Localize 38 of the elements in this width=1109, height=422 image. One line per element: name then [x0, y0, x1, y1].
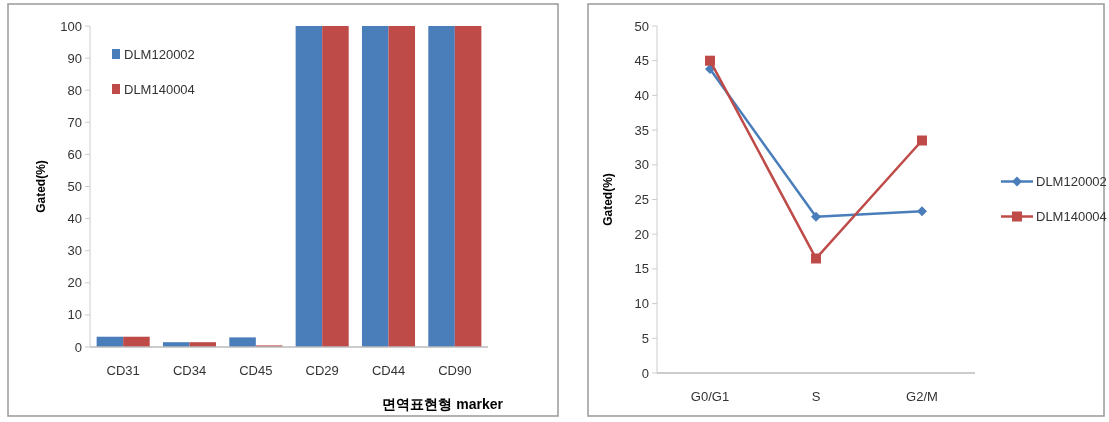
legend-label: DLM120002	[1036, 174, 1107, 189]
y-tick-label: 0	[641, 365, 649, 381]
y-tick-label: 20	[67, 275, 82, 291]
x-axis-title: 면역표현형 marker	[382, 396, 504, 412]
x-tick-label: CD34	[172, 363, 207, 378]
legend-label: DLM120002	[124, 46, 195, 62]
y-tick-label: 80	[67, 82, 82, 98]
legend-label: DLM140004	[124, 81, 195, 97]
x-tick-label: G0/G1	[690, 389, 730, 404]
y-tick-label: 10	[67, 307, 82, 323]
x-tick-label: G2/M	[906, 389, 938, 404]
y-tick-label: 45	[634, 53, 649, 69]
y-tick-label: 25	[634, 192, 649, 207]
x-tick-label: S	[811, 389, 821, 404]
y-tick-label: 0	[74, 339, 82, 355]
x-tick-label: CD31	[106, 363, 140, 378]
y-tick-label: 30	[67, 243, 82, 259]
y-tick-label: 50	[634, 18, 649, 34]
y-tick-label: 90	[67, 50, 82, 66]
x-tick-label: CD44	[371, 363, 406, 378]
y-tick-label: 20	[634, 226, 649, 242]
y-tick-label: 100	[60, 18, 82, 34]
x-tick-label: CD29	[305, 363, 339, 378]
y-axis-title: Gated(%)	[601, 173, 615, 226]
y-tick-label: 30	[634, 157, 649, 173]
y-tick-label: 35	[634, 122, 649, 138]
y-tick-label: 5	[641, 330, 649, 346]
y-tick-label: 60	[67, 146, 82, 162]
y-tick-label: 70	[67, 114, 82, 130]
y-tick-label: 40	[634, 87, 649, 103]
legend-label: DLM140004	[1036, 209, 1107, 224]
y-tick-label: 15	[634, 261, 649, 277]
y-tick-label: 10	[634, 296, 649, 312]
y-tick-label: 50	[67, 179, 82, 194]
y-axis-title: Gated(%)	[34, 160, 48, 213]
y-tick-label: 40	[67, 211, 82, 227]
x-tick-label: CD90	[438, 363, 472, 378]
x-tick-label: CD45	[239, 363, 273, 378]
